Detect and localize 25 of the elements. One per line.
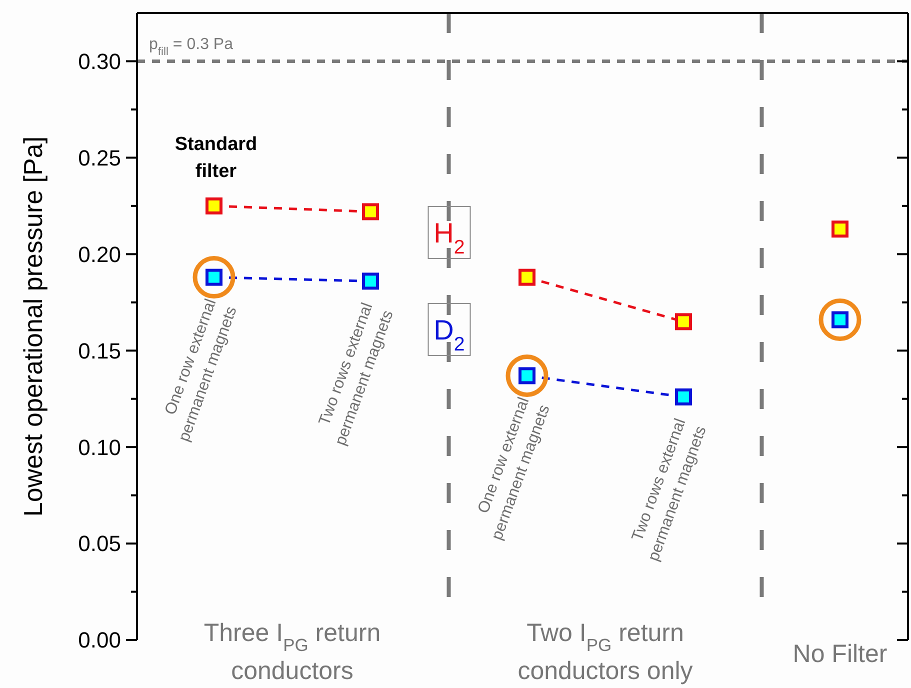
annotation: Standard filter	[174, 134, 258, 182]
text: D$_{2}$	[434, 314, 465, 356]
annotation: No Filter	[792, 640, 888, 668]
point	[192, 256, 236, 299]
point	[818, 298, 862, 341]
y-tick-label: 0.30	[78, 48, 121, 74]
y-tick-label: 0.05	[78, 531, 121, 556]
ref-line-label: p$_{fill}$ = 0.3 Pa	[149, 36, 234, 58]
annotation: Three I$_{PG}$ return conductors	[204, 619, 381, 685]
y-tick-label: 0.25	[78, 145, 121, 170]
y-tick-label: 0.00	[78, 628, 121, 653]
annotation: Two I$_{PG}$ return conductors only	[518, 619, 694, 685]
point	[832, 220, 848, 238]
point	[675, 313, 692, 330]
y-tick-label: 0.20	[78, 242, 121, 267]
text: H$_{2}$	[434, 217, 465, 258]
y-tick-label: 0.15	[78, 338, 121, 364]
point	[518, 268, 536, 286]
point	[362, 272, 379, 290]
point	[362, 203, 379, 220]
point	[675, 388, 692, 406]
y-tick-label: 0.10	[78, 434, 121, 460]
point	[206, 197, 222, 214]
y-axis-title: Lowest operational pressure [Pa]	[18, 136, 48, 517]
point	[506, 354, 548, 397]
